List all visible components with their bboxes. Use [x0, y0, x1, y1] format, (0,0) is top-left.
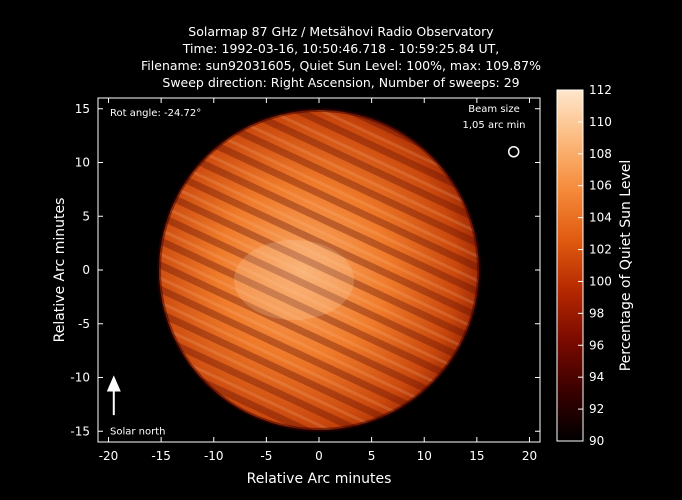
colorbar-tick-label: 110: [589, 115, 612, 129]
beam-size-label: Beam size: [468, 104, 519, 115]
colorbar-tick-label: 112: [589, 83, 612, 97]
y-axis: -15 -10 -5 0 5 10 15: [70, 102, 540, 438]
y-tick-label: 5: [82, 209, 90, 223]
colorbar-tick-label: 96: [589, 338, 604, 352]
x-tick-label: 5: [368, 449, 376, 463]
disk-bright-region: [234, 240, 354, 320]
colorbar-tick-label: 102: [589, 243, 612, 257]
colorbar-tick-label: 108: [589, 147, 612, 161]
y-tick-label: 10: [75, 156, 90, 170]
colorbar-tick-label: 90: [589, 434, 604, 448]
y-tick-label: -15: [70, 424, 90, 438]
disk-limb: [157, 108, 481, 432]
x-tick-label: 20: [522, 449, 537, 463]
chart-title-line-1: Solarmap 87 GHz / Metsähovi Radio Observ…: [188, 24, 494, 39]
rot-angle-annotation: Rot angle: -24.72°: [110, 108, 201, 119]
x-tick-label: -15: [151, 449, 171, 463]
y-tick-label: -10: [70, 371, 90, 385]
y-axis-label: Relative Arc minutes: [52, 198, 68, 343]
chart-title-line-2: Time: 1992-03-16, 10:50:46.718 - 10:59:2…: [182, 41, 500, 56]
x-axis: -20 -15 -10 -5 0 5 10 15 20: [99, 98, 537, 463]
solar-north-arrow-icon: [106, 375, 121, 416]
chart-title-line-3: Filename: sun92031605, Quiet Sun Level: …: [141, 58, 541, 73]
x-tick-label: 10: [417, 449, 432, 463]
y-tick-label: 15: [75, 102, 90, 116]
beam-size-circle: [507, 146, 520, 158]
colorbar-ticks: 90 92 94 96 98 100 102 104 106 108 110 112: [578, 83, 612, 448]
solar-disk: [157, 108, 481, 432]
beam-size-value: 1,05 arc min: [463, 120, 526, 131]
x-tick-label: -20: [99, 449, 119, 463]
colorbar: [556, 89, 584, 442]
x-tick-label: -5: [260, 449, 272, 463]
colorbar-tick-label: 106: [589, 179, 612, 193]
colorbar-tick-label: 94: [589, 370, 604, 384]
x-tick-label: 15: [469, 449, 484, 463]
y-tick-label: -5: [78, 317, 90, 331]
colorbar-tick-label: 100: [589, 274, 612, 288]
x-axis-label: Relative Arc minutes: [247, 471, 392, 487]
y-tick-label: 0: [82, 263, 90, 277]
colorbar-label: Percentage of Quiet Sun Level: [618, 160, 634, 372]
x-tick-label: -10: [204, 449, 224, 463]
colorbar-tick-label: 92: [589, 402, 604, 416]
colorbar-tick-label: 98: [589, 306, 604, 320]
solar-north-label: Solar north: [110, 426, 166, 437]
colorbar-tick-label: 104: [589, 211, 612, 225]
disk-sweep-texture: [159, 110, 479, 430]
chart-title-line-4: Sweep direction: Right Ascension, Number…: [162, 75, 520, 90]
x-tick-label: 0: [315, 449, 323, 463]
